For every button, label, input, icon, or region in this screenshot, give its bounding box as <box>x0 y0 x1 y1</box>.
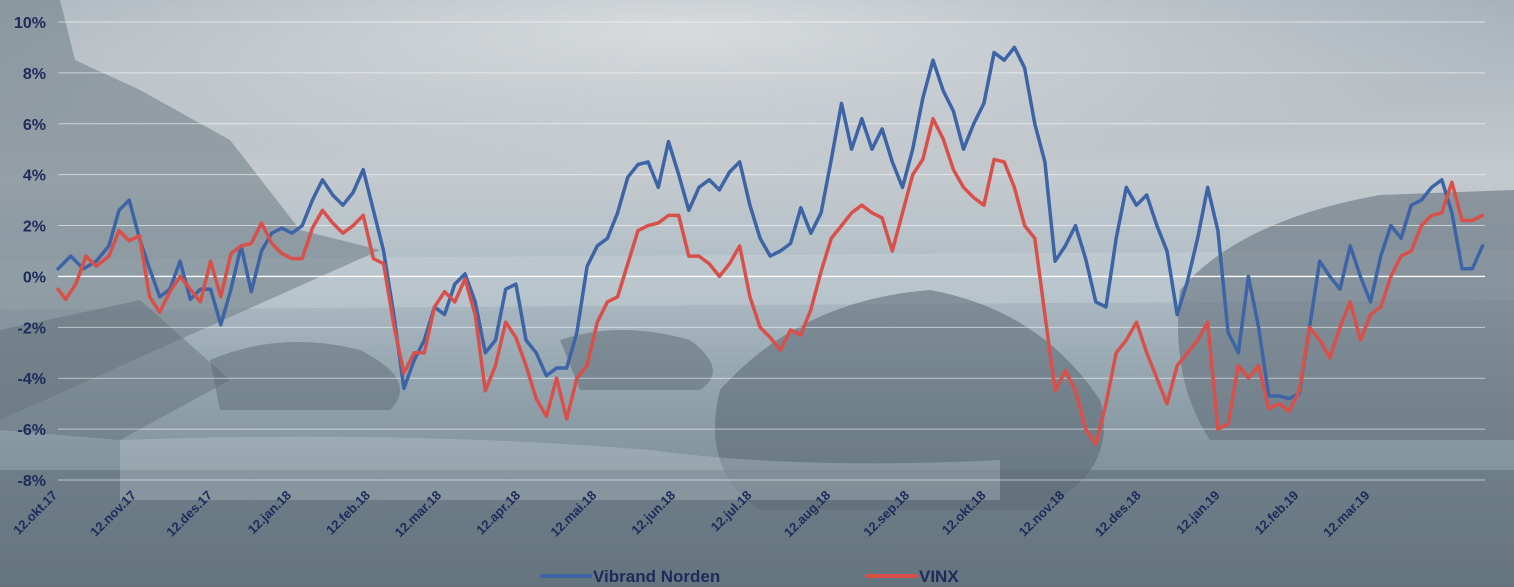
y-tick-label-1: -6% <box>18 422 46 439</box>
y-axis-ticks: -8% -6% -4% -2% 0% 2% 4% 6% 8% 10% <box>14 15 46 490</box>
legend-label-vinx: VINX <box>919 567 959 586</box>
y-tick-label-3: -2% <box>18 320 46 337</box>
legend-item-vibrand-norden: Vibrand Norden <box>540 567 720 586</box>
y-tick-label-8: 8% <box>23 66 46 83</box>
y-tick-label-6: 4% <box>23 168 46 185</box>
legend-label-vibrand-norden: Vibrand Norden <box>593 567 720 586</box>
y-tick-label-0: -8% <box>18 473 46 490</box>
y-tick-label-9: 10% <box>14 15 46 32</box>
y-tick-label-5: 2% <box>23 219 46 236</box>
series-line-1 <box>56 116 1485 447</box>
series-line-0 <box>56 45 1485 401</box>
y-tick-label-4: 0% <box>23 269 46 286</box>
y-tick-label-7: 6% <box>23 117 46 134</box>
series-lines <box>56 45 1485 447</box>
y-tick-label-2: -4% <box>18 371 46 388</box>
legend: Vibrand Norden VINX <box>540 567 959 586</box>
legend-item-vinx: VINX <box>866 567 959 586</box>
